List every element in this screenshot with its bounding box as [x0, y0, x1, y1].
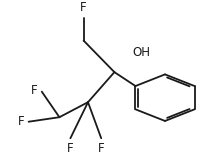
Text: F: F [98, 142, 104, 155]
Text: OH: OH [132, 46, 150, 59]
Text: F: F [18, 115, 24, 128]
Text: F: F [67, 142, 74, 155]
Text: F: F [31, 84, 37, 97]
Text: F: F [80, 1, 87, 14]
